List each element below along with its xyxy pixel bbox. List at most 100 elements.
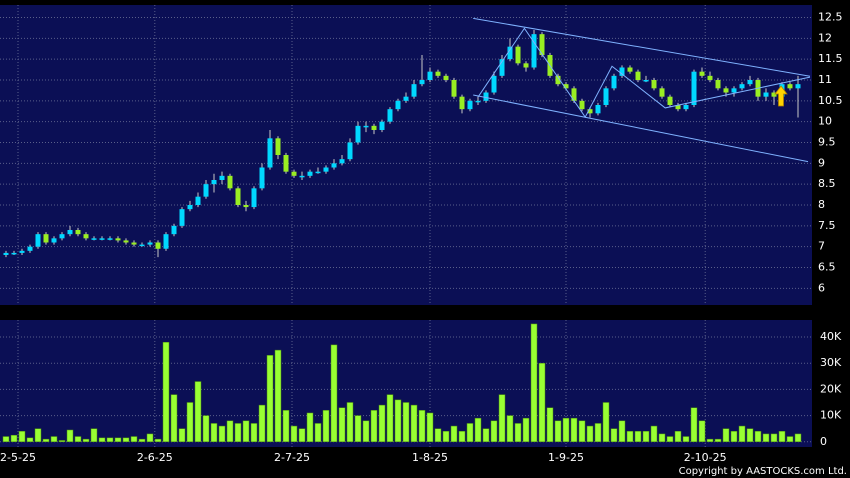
candle-body <box>635 71 641 80</box>
candle-body <box>299 175 305 178</box>
candle-body <box>603 88 609 105</box>
volume-bar <box>458 431 466 443</box>
candle-body <box>11 252 17 255</box>
volume-bar <box>354 415 362 443</box>
volume-bar <box>42 438 50 443</box>
y-tick-label: 20K <box>820 382 842 395</box>
candle-body <box>531 34 537 68</box>
candle-body <box>155 242 161 249</box>
y-tick-label: 6 <box>818 281 825 294</box>
volume-bar <box>362 420 370 443</box>
candle-body <box>491 75 497 93</box>
volume-bar <box>146 433 154 443</box>
volume-bar <box>586 425 594 443</box>
candle-body <box>123 240 129 243</box>
volume-bar <box>762 433 770 443</box>
volume-bar <box>506 415 514 443</box>
volume-bar <box>490 420 498 443</box>
candle-body <box>627 67 633 72</box>
volume-bar <box>602 402 610 443</box>
candle-body <box>787 84 793 89</box>
volume-bar <box>682 436 690 443</box>
volume-bar <box>58 440 66 443</box>
volume-bar <box>442 431 450 443</box>
candle-body <box>139 244 145 247</box>
volume-bar <box>10 434 18 443</box>
y-tick-label: 10.5 <box>818 94 843 107</box>
candle-body <box>91 238 97 240</box>
volume-bar <box>578 420 586 443</box>
volume-bar <box>714 438 722 443</box>
candle-body <box>435 71 441 76</box>
candle-body <box>451 80 457 97</box>
volume-bar <box>530 323 538 443</box>
volume-bar <box>522 417 530 443</box>
candle-body <box>371 125 377 130</box>
candle-body <box>283 155 289 172</box>
x-tick-label: 2-10-25 <box>684 451 727 464</box>
volume-bar <box>202 415 210 443</box>
candle-body <box>323 167 329 172</box>
volume-bar <box>514 423 522 443</box>
volume-bar <box>618 420 626 443</box>
volume-bar <box>658 433 666 443</box>
candle-body <box>699 71 705 76</box>
volume-bar <box>282 410 290 443</box>
volume-bar <box>610 428 618 443</box>
volume-bar <box>274 349 282 443</box>
volume-bar <box>170 394 178 443</box>
candle-body <box>707 75 713 80</box>
volume-bar <box>706 438 714 443</box>
y-tick-label: 10K <box>820 409 842 422</box>
volume-bar <box>386 394 394 443</box>
volume-bar <box>114 437 122 443</box>
candle-body <box>115 238 121 241</box>
candle-body <box>395 100 401 110</box>
candle-body <box>643 80 649 82</box>
y-tick-label: 9.5 <box>818 136 836 149</box>
candle-body <box>523 63 529 68</box>
candle-body <box>347 142 353 160</box>
volume-bar <box>162 342 170 443</box>
candle-body <box>195 196 201 205</box>
volume-bar <box>642 431 650 443</box>
price-panel <box>0 5 812 305</box>
candle-body <box>659 88 665 97</box>
volume-bar <box>242 420 250 443</box>
candle-body <box>243 205 249 208</box>
candle-body <box>443 75 449 80</box>
trend-line <box>473 94 809 163</box>
candle-body <box>419 80 425 85</box>
candle-body <box>739 84 745 89</box>
volume-bar <box>50 436 58 443</box>
candle-body <box>51 238 57 243</box>
volume-bar <box>322 410 330 443</box>
candle-body <box>131 242 137 245</box>
candle-body <box>259 167 265 189</box>
volume-bar <box>330 344 338 443</box>
volume-bar <box>98 437 106 443</box>
candle-body <box>499 59 505 76</box>
candle-body <box>515 46 521 64</box>
candle-body <box>771 92 777 97</box>
candle-body <box>723 88 729 93</box>
candle-body <box>163 234 169 249</box>
candle-body <box>267 138 273 168</box>
x-tick-label: 2-5-25 <box>0 451 36 464</box>
volume-bar <box>594 423 602 443</box>
y-tick-label: 12 <box>818 31 832 44</box>
candle-body <box>331 163 337 168</box>
candle-body <box>651 80 657 89</box>
y-tick-label: 40K <box>820 330 842 343</box>
candle-body <box>763 92 769 97</box>
volume-bar <box>698 420 706 443</box>
y-tick-label: 6.5 <box>818 261 836 274</box>
volume-bar <box>466 423 474 443</box>
candle-body <box>171 225 177 235</box>
candle-body <box>387 109 393 122</box>
volume-bar <box>730 431 738 443</box>
volume-bar <box>90 428 98 443</box>
candle-body <box>355 125 361 143</box>
candle-body <box>75 230 81 235</box>
volume-bar <box>690 407 698 443</box>
